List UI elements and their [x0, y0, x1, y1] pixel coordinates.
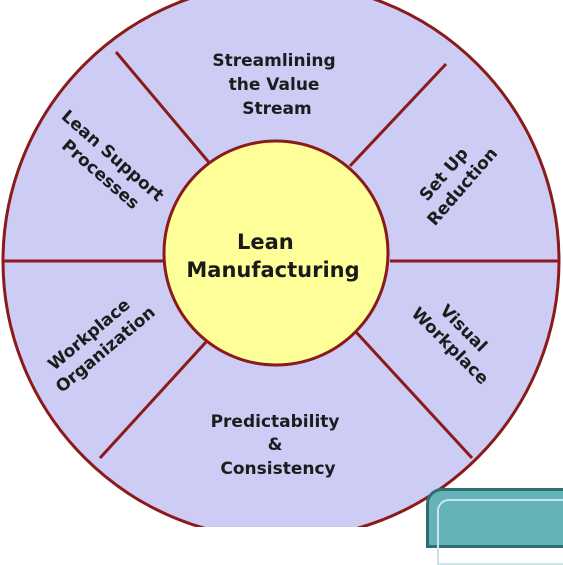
segment-label-streamlining: Streamlining the Value Stream: [212, 51, 341, 119]
segment-label-predictability: Predictability & Consistency: [211, 412, 346, 479]
predictability-line-1: Predictability: [211, 412, 340, 432]
divider-top-left: [114, 51, 214, 167]
corner-card-border: [437, 499, 563, 565]
divider-top-right: [348, 62, 448, 168]
divider-bottom-left: [98, 340, 208, 460]
predictability-line-2: &: [268, 435, 283, 455]
center-hub: [162, 139, 390, 367]
streamlining-line-2: the Value: [229, 75, 320, 95]
streamlining-line-3: Stream: [242, 99, 311, 119]
center-label-line-2: Manufacturing: [186, 258, 359, 282]
corner-card: [426, 488, 563, 565]
divider-bottom-right: [354, 330, 474, 460]
lean-manufacturing-wheel: Lean Manufacturing Streamlining the Valu…: [1, 0, 561, 527]
center-label-line-1: Lean: [237, 230, 294, 254]
center-label: Lean Manufacturing: [186, 230, 359, 282]
streamlining-line-1: Streamlining: [212, 51, 335, 71]
predictability-line-3: Consistency: [220, 459, 335, 479]
